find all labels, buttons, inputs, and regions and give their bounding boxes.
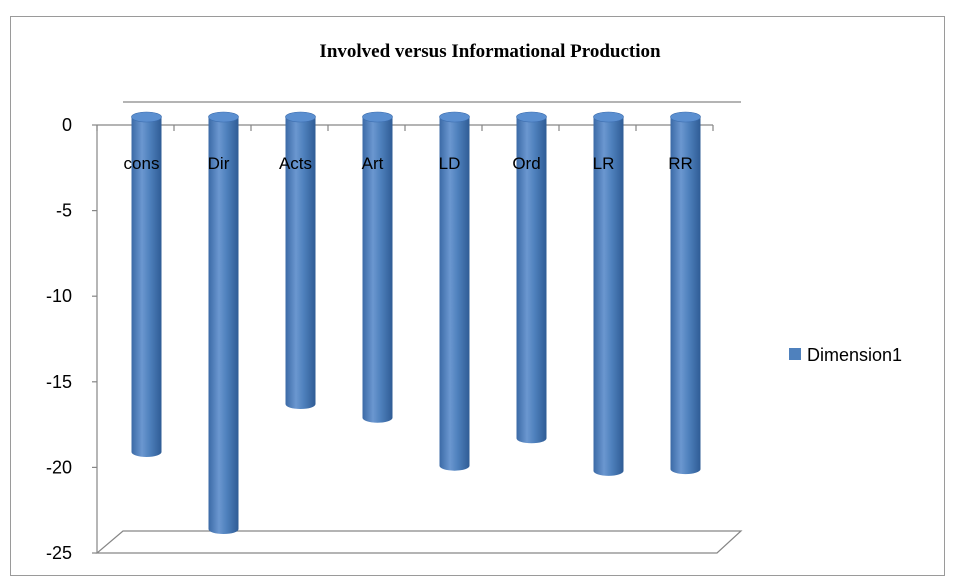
category-label: LD	[439, 154, 461, 173]
bar-cap	[517, 112, 547, 122]
bar-cap	[286, 112, 316, 122]
axes	[97, 102, 741, 553]
bar-cap	[671, 112, 701, 122]
y-tick-label: -10	[46, 286, 72, 306]
category-label: Acts	[279, 154, 312, 173]
y-axis-ticks: 0 -5 -10 -15 -20 -25	[46, 115, 97, 563]
legend: Dimension1	[789, 345, 902, 365]
bar-cap	[594, 112, 624, 122]
bar-cap	[440, 112, 470, 122]
legend-swatch-dimension1	[789, 348, 801, 360]
category-labels: cons Dir Acts Art LD Ord LR RR	[124, 154, 693, 173]
y-tick-label: -5	[56, 201, 72, 221]
bar-cap	[363, 112, 393, 122]
category-label: cons	[124, 154, 160, 173]
bar-dir	[209, 112, 239, 534]
y-tick-label: -15	[46, 372, 72, 392]
bar-cap	[209, 112, 239, 122]
y-tick-label: -20	[46, 457, 72, 477]
y-tick-label: -25	[46, 543, 72, 563]
legend-label-dimension1: Dimension1	[807, 345, 902, 365]
floor-plane	[97, 531, 741, 553]
bars	[132, 112, 701, 534]
category-label: LR	[593, 154, 615, 173]
y-tick-label: 0	[62, 115, 72, 135]
bar-body	[209, 117, 239, 534]
category-label: Dir	[208, 154, 230, 173]
chart-title: Involved versus Informational Production	[319, 41, 661, 62]
category-label: Ord	[512, 154, 540, 173]
category-label: RR	[668, 154, 693, 173]
bar-cap	[132, 112, 162, 122]
category-label: Art	[362, 154, 384, 173]
